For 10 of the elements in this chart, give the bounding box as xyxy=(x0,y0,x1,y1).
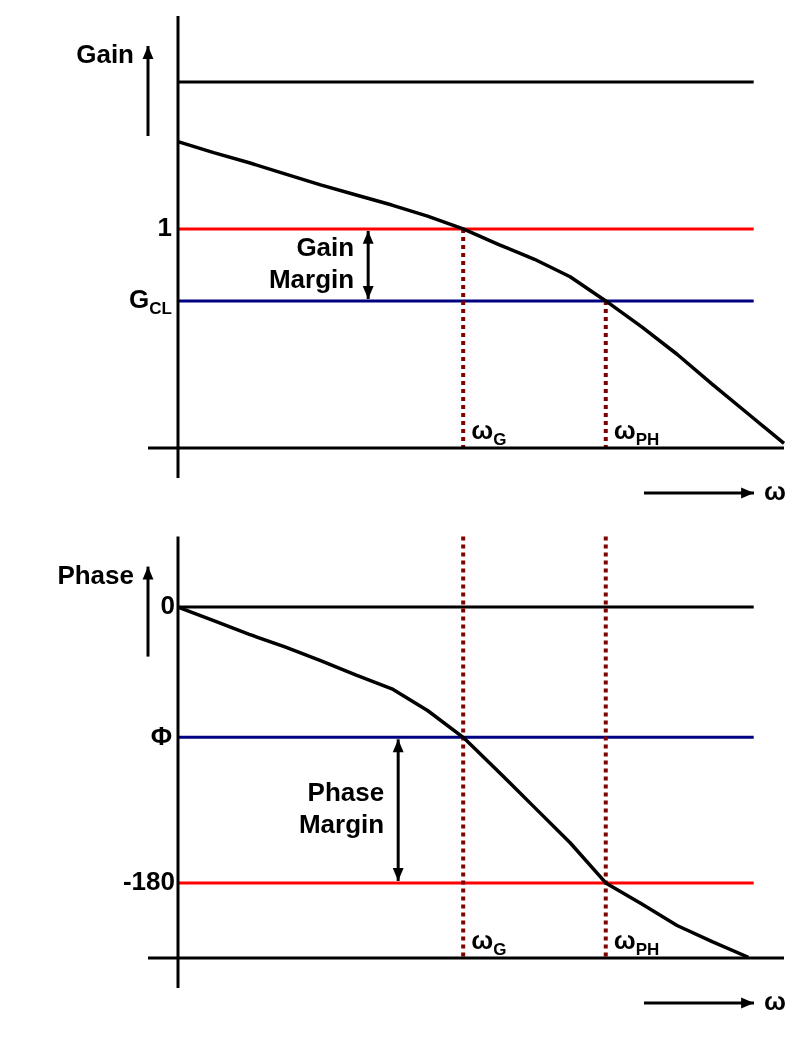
ref-line-label: 1 xyxy=(157,212,173,243)
x-axis-title: ω xyxy=(764,476,786,507)
annotation: Gain Margin xyxy=(268,232,355,295)
y-tick-label: 0 xyxy=(160,590,175,621)
x-axis-title: ω xyxy=(764,986,786,1017)
ref-line-label: Φ xyxy=(150,720,172,751)
y-axis-title: Phase xyxy=(57,559,135,590)
y-tick-label: -180 xyxy=(122,866,175,897)
annotation: Phase Margin xyxy=(298,777,385,840)
y-axis-title: Gain xyxy=(76,39,135,70)
